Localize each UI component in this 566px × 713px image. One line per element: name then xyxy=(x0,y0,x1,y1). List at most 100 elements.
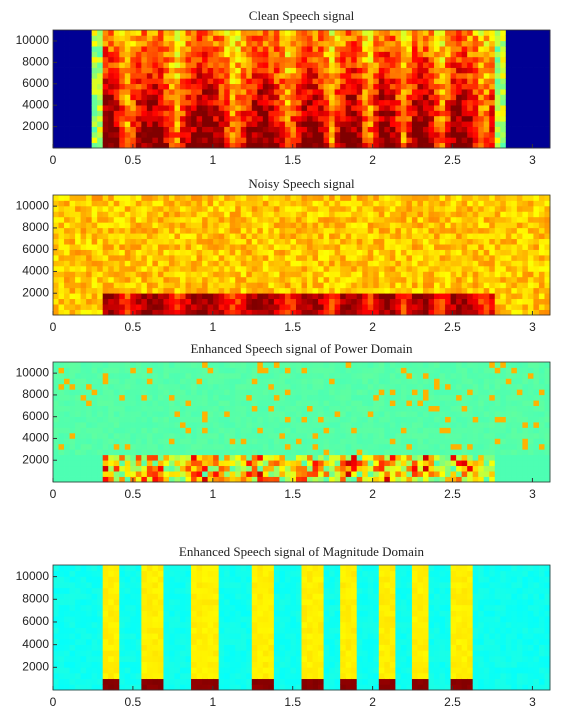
spectrogram-cell xyxy=(163,266,169,272)
spectrogram-cell xyxy=(152,282,158,288)
spectrogram-cell xyxy=(86,200,92,206)
spectrogram-cell xyxy=(495,222,501,228)
spectrogram-cell xyxy=(517,51,523,57)
spectrogram-cell xyxy=(158,266,164,272)
spectrogram-cell xyxy=(136,244,142,250)
spectrogram-cell xyxy=(368,195,374,201)
spectrogram-cell xyxy=(279,68,285,74)
spectrogram-cell xyxy=(97,57,103,63)
spectrogram-cell xyxy=(445,293,451,299)
spectrogram-cell xyxy=(318,239,324,245)
spectrogram-cell xyxy=(440,100,446,106)
spectrogram-cell xyxy=(180,466,186,472)
spectrogram-cell xyxy=(53,41,59,47)
spectrogram-cell xyxy=(147,367,153,373)
spectrogram-cell xyxy=(362,233,368,239)
spectrogram-cell xyxy=(75,222,81,228)
spectrogram-cell xyxy=(252,206,258,212)
spectrogram-cell xyxy=(169,460,175,466)
spectrogram-cell xyxy=(219,384,225,390)
spectrogram-cell xyxy=(97,304,103,310)
spectrogram-cell xyxy=(108,277,114,283)
spectrogram-cell xyxy=(186,438,192,444)
spectrogram-cell xyxy=(174,57,180,63)
spectrogram-cell xyxy=(92,200,98,206)
spectrogram-cell xyxy=(246,304,252,310)
spectrogram-cell xyxy=(75,389,81,395)
spectrogram-cell xyxy=(163,260,169,266)
spectrogram-cell xyxy=(290,250,296,256)
spectrogram-cell xyxy=(241,449,247,455)
spectrogram-cell xyxy=(539,105,545,111)
spectrogram-cell xyxy=(70,417,76,423)
spectrogram-cell xyxy=(103,206,109,212)
spectrogram-cell xyxy=(362,116,368,122)
spectrogram-cell xyxy=(467,282,473,288)
spectrogram-cell xyxy=(169,84,175,90)
spectrogram-cell xyxy=(114,271,120,277)
spectrogram-cell xyxy=(130,78,136,84)
spectrogram-cell xyxy=(401,195,407,201)
spectrogram-cell xyxy=(180,282,186,288)
spectrogram-cell xyxy=(517,211,523,217)
spectrogram-cell xyxy=(191,427,197,433)
spectrogram-cell xyxy=(213,406,219,412)
spectrogram-cell xyxy=(81,46,87,52)
spectrogram-cell xyxy=(401,222,407,228)
spectrogram-cell xyxy=(456,200,462,206)
spectrogram-cell xyxy=(257,84,263,90)
spectrogram-cell xyxy=(75,132,81,138)
spectrogram-cell xyxy=(125,41,131,47)
spectrogram-cell xyxy=(158,110,164,116)
spectrogram-cell xyxy=(213,30,219,36)
spectrogram-cell xyxy=(406,89,412,95)
spectrogram-cell xyxy=(268,206,274,212)
spectrogram-cell xyxy=(92,51,98,57)
spectrogram-cell xyxy=(274,206,280,212)
spectrogram-cell xyxy=(136,105,142,111)
spectrogram-cell xyxy=(119,271,125,277)
spectrogram-cell xyxy=(75,68,81,74)
spectrogram-cell xyxy=(279,449,285,455)
spectrogram-cell xyxy=(235,367,241,373)
spectrogram-cell xyxy=(70,466,76,472)
spectrogram-cell xyxy=(86,477,92,483)
spectrogram-cell xyxy=(141,288,147,294)
spectrogram-cell xyxy=(412,105,418,111)
spectrogram-cell xyxy=(302,244,308,250)
spectrogram-cell xyxy=(53,277,59,283)
spectrogram-cell xyxy=(511,84,517,90)
spectrogram-cell xyxy=(340,46,346,52)
spectrogram-cell xyxy=(351,211,357,217)
spectrogram-cell xyxy=(511,35,517,41)
spectrogram-cell xyxy=(456,110,462,116)
spectrogram-cell xyxy=(208,30,214,36)
spectrogram-cell xyxy=(390,73,396,79)
x-tick-label: 0.5 xyxy=(125,320,142,334)
spectrogram-cell xyxy=(257,444,263,450)
spectrogram-cell xyxy=(64,406,70,412)
spectrogram-cell xyxy=(70,73,76,79)
spectrogram-cell xyxy=(75,41,81,47)
spectrogram-cell xyxy=(451,233,457,239)
spectrogram-cell xyxy=(103,73,109,79)
spectrogram-cell xyxy=(285,222,291,228)
spectrogram-cell xyxy=(64,310,70,316)
spectrogram-cell xyxy=(384,41,390,47)
spectrogram-cell xyxy=(163,105,169,111)
spectrogram-cell xyxy=(417,304,423,310)
spectrogram-cell xyxy=(473,116,479,122)
spectrogram-cell xyxy=(462,288,468,294)
spectrogram-cell xyxy=(296,271,302,277)
spectrogram-cell xyxy=(53,304,59,310)
spectrogram-cell xyxy=(97,427,103,433)
spectrogram-cell xyxy=(224,471,230,477)
spectrogram-cell xyxy=(279,266,285,272)
spectrogram-cell xyxy=(351,200,357,206)
spectrogram-cell xyxy=(357,132,363,138)
spectrogram-cell xyxy=(108,460,114,466)
spectrogram-cell xyxy=(506,41,512,47)
spectrogram-cell xyxy=(191,211,197,217)
spectrogram-cell xyxy=(158,304,164,310)
spectrogram-cell xyxy=(230,250,236,256)
